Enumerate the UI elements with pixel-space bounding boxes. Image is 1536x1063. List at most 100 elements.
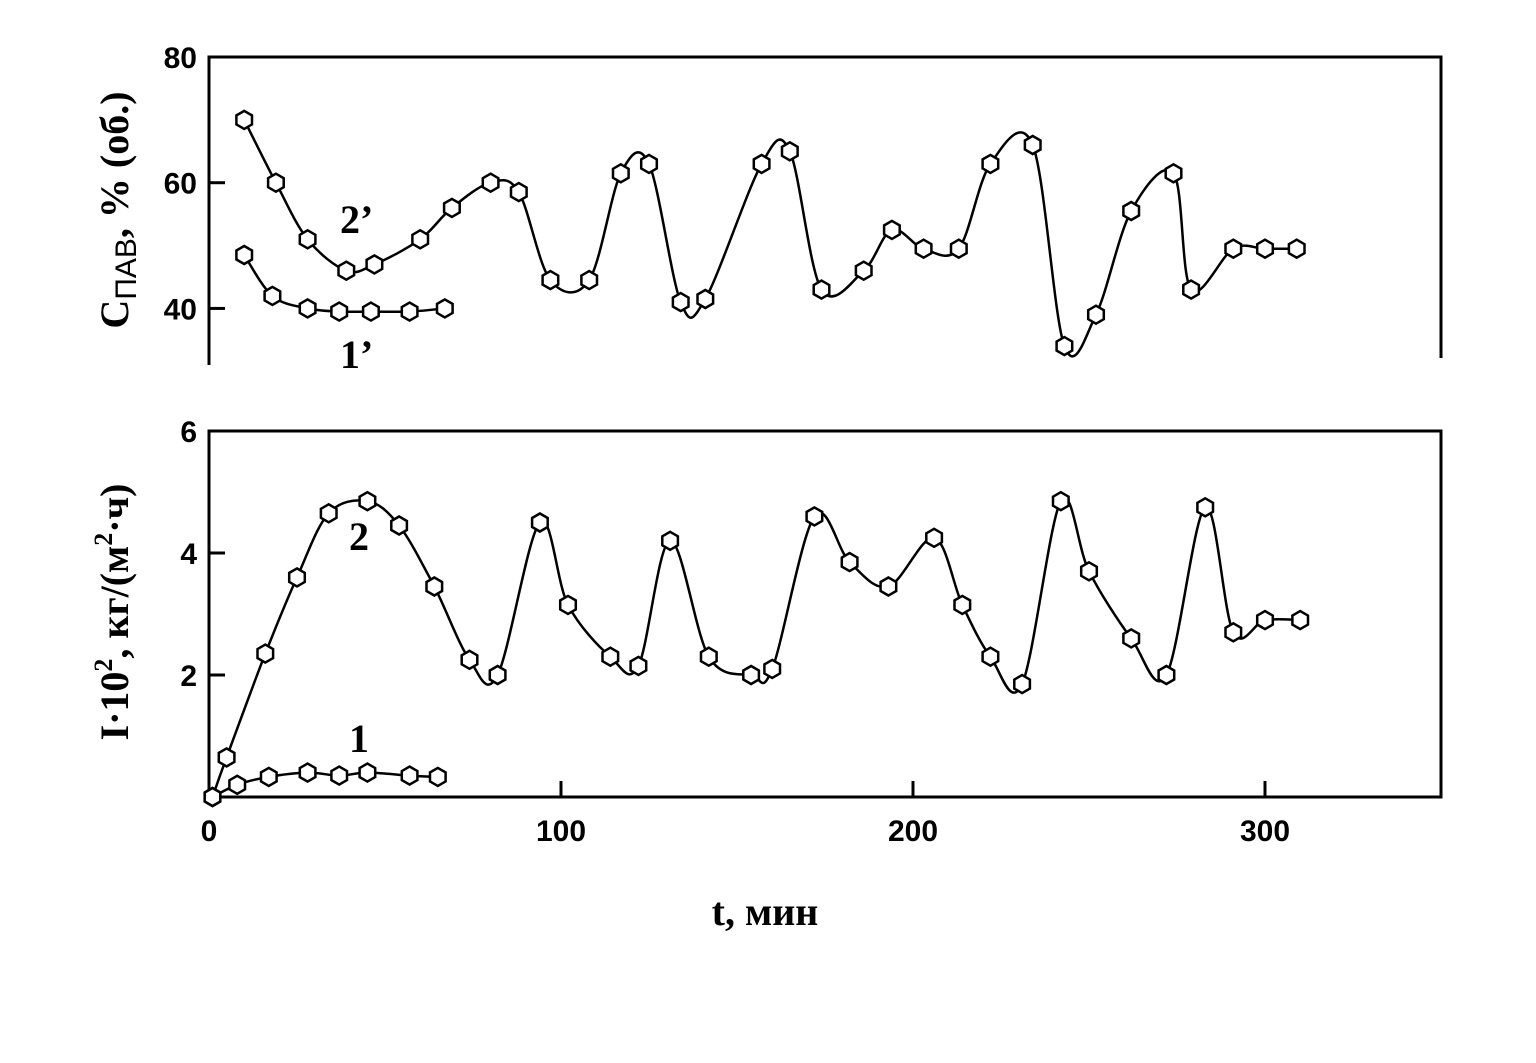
data-point (319, 502, 338, 524)
data-point (1164, 162, 1183, 184)
data-point (488, 664, 507, 686)
series-line (243, 119, 1297, 358)
y-tick-label: 80 (164, 42, 197, 75)
data-point (358, 762, 377, 784)
bottom-y-axis-title-sup2: 2 (89, 533, 118, 546)
top-markers (235, 109, 1306, 357)
data-point (1079, 560, 1099, 582)
data-point (661, 530, 680, 552)
series-label-1: 1 (349, 716, 369, 761)
y-tick-label: 60 (164, 168, 197, 201)
data-point (854, 260, 873, 282)
x-tick-label: 100 (536, 815, 586, 848)
data-point (1224, 238, 1243, 260)
top-y-axis-title-main: C (92, 300, 137, 329)
top-panel-frame (207, 55, 1443, 365)
data-point (298, 228, 317, 250)
data-point (879, 576, 898, 597)
data-point (1182, 279, 1201, 301)
data-point (763, 658, 782, 680)
bottom-curves (211, 496, 1301, 799)
data-point (752, 153, 771, 175)
x-tick-label: 200 (888, 815, 938, 848)
data-point (925, 527, 944, 549)
data-point (259, 766, 278, 788)
data-point (1255, 238, 1275, 260)
data-point (509, 181, 528, 203)
data-point (460, 649, 479, 671)
data-point (1013, 673, 1032, 695)
data-point (1157, 664, 1176, 686)
data-point (266, 172, 285, 194)
top-panel: 40 60 80 2’ 1’ CПАВ, % (об.) (92, 42, 1443, 377)
bottom-y-axis-title-sup: 2 (89, 659, 118, 672)
data-point (699, 646, 718, 668)
bottom-y-axis-title-end: ·ч) (92, 483, 137, 532)
data-point (558, 594, 578, 616)
data-point (1287, 238, 1306, 260)
bottom-ticks: 2 4 6 0 100 200 300 (180, 416, 1290, 848)
data-point (611, 162, 630, 184)
data-point (1122, 200, 1141, 222)
data-point (235, 109, 254, 131)
data-point (953, 594, 972, 616)
data-point (1051, 490, 1070, 512)
x-axis-title: t, мин (712, 889, 819, 934)
y-tick-label: 4 (180, 538, 197, 571)
bottom-y-axis-title-main: I·10 (92, 672, 137, 741)
data-point (435, 297, 454, 319)
data-point (481, 172, 500, 194)
data-point (337, 260, 356, 282)
x-tick-label: 0 (201, 815, 218, 848)
data-point (400, 301, 419, 323)
data-point (742, 664, 761, 686)
series-label-2prime: 2’ (340, 197, 373, 242)
top-y-axis-title-rest: , % (об.) (92, 91, 137, 238)
data-point (812, 279, 831, 301)
bottom-y-axis-title-rest: , кг/(м (92, 546, 137, 659)
data-point (228, 774, 247, 796)
data-point (358, 490, 377, 512)
data-point (203, 786, 222, 808)
data-point (1224, 621, 1243, 643)
bottom-markers (203, 490, 1310, 808)
data-point (425, 576, 444, 597)
data-point (263, 285, 282, 307)
data-point (298, 297, 317, 319)
data-point (1055, 335, 1074, 357)
data-point (580, 269, 599, 291)
data-point (1086, 304, 1106, 326)
data-point (217, 746, 236, 768)
data-point (949, 238, 968, 260)
data-point (365, 253, 384, 275)
top-curves (243, 119, 1297, 358)
data-point (1023, 134, 1042, 156)
data-point (428, 766, 447, 788)
data-point (840, 551, 859, 573)
data-point (1122, 627, 1141, 649)
top-y-axis-title: CПАВ, % (об.) (92, 91, 143, 328)
data-point (601, 646, 620, 668)
data-point (298, 762, 317, 784)
y-tick-label: 6 (180, 416, 197, 449)
data-point (1255, 609, 1275, 631)
series-label-2: 2 (349, 514, 369, 559)
data-point (1196, 496, 1215, 518)
data-point (671, 291, 690, 313)
data-point (330, 301, 349, 323)
data-point (361, 301, 380, 323)
data-point (696, 288, 715, 310)
data-point (780, 140, 799, 162)
data-point (442, 197, 461, 219)
data-point (981, 153, 1000, 175)
bottom-y-axis-title: I·102, кг/(м2·ч) (89, 483, 137, 740)
bottom-panel-frame (207, 429, 1443, 799)
y-tick-label: 40 (164, 293, 197, 326)
data-point (411, 228, 430, 250)
data-point (629, 655, 648, 677)
data-point (287, 566, 307, 588)
data-point (914, 238, 933, 260)
data-point (530, 512, 549, 533)
